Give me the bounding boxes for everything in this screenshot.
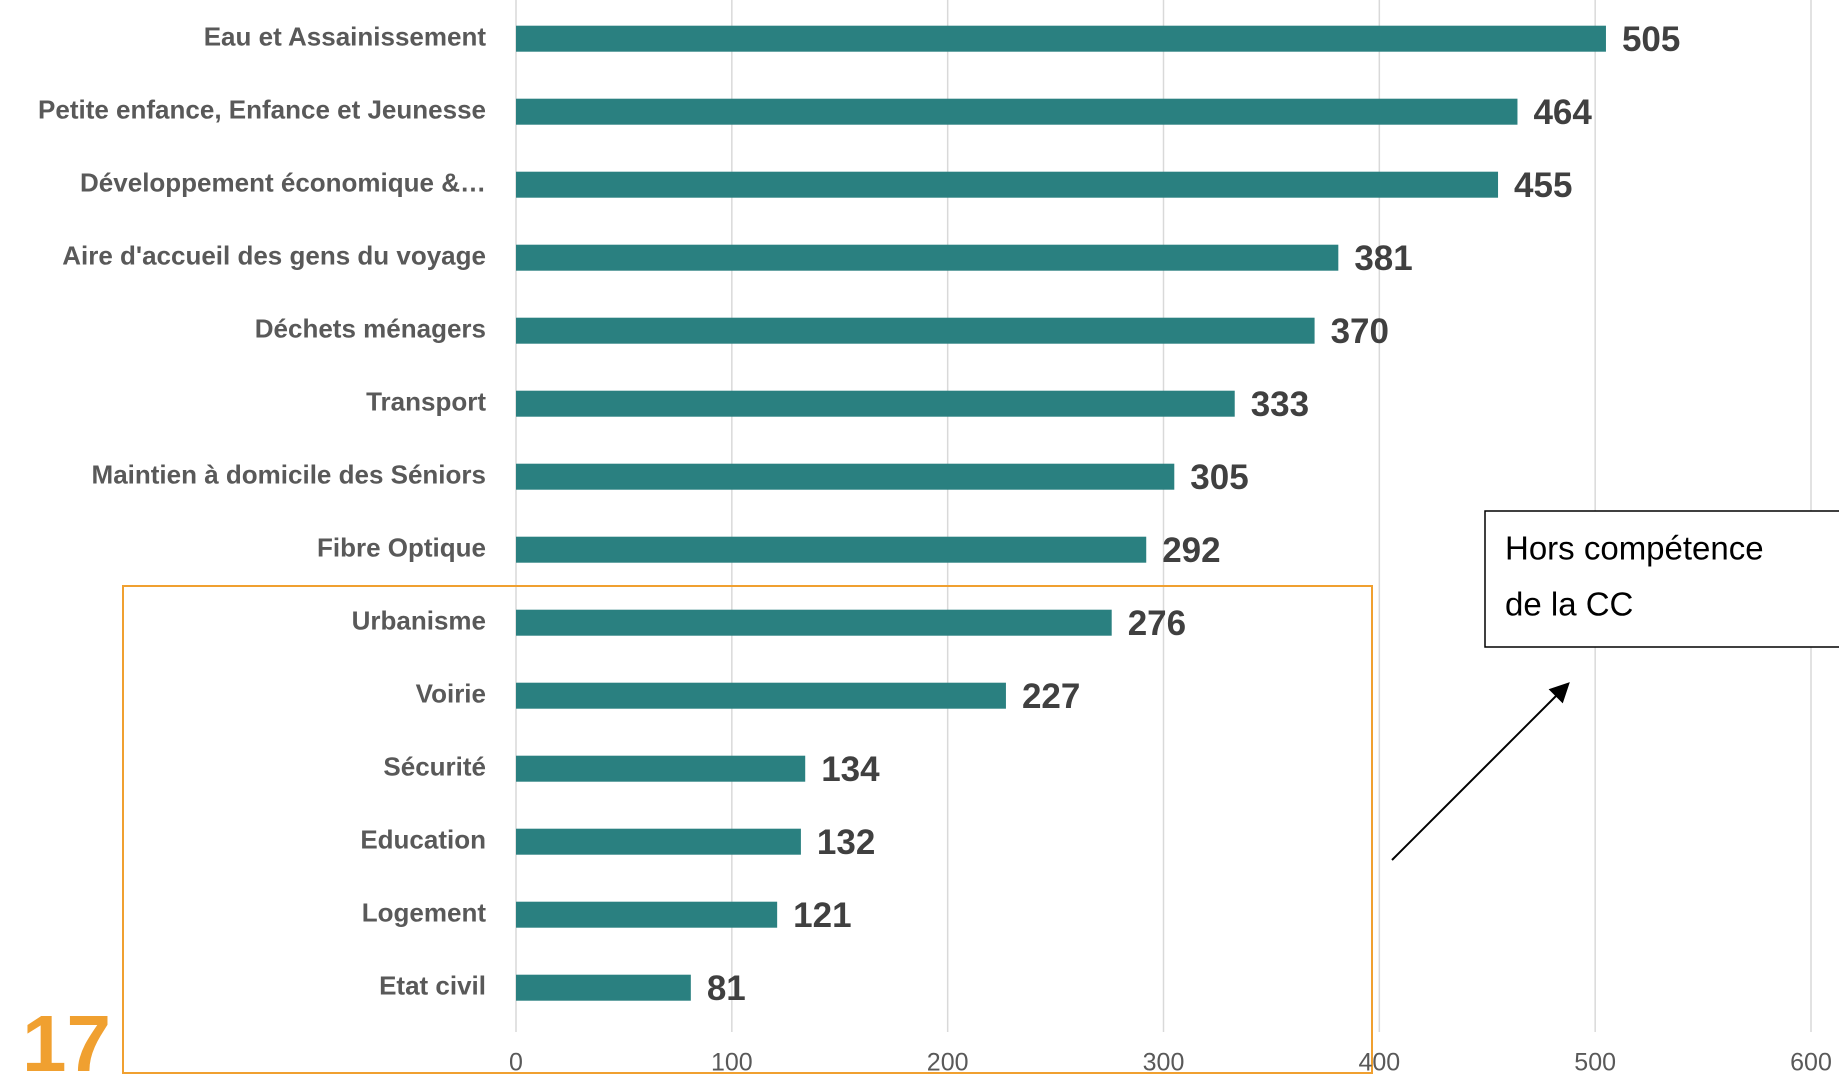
bar	[516, 244, 1339, 271]
annotation-text: Hors compétence	[1505, 530, 1764, 567]
bar	[516, 536, 1147, 563]
x-tick-label: 600	[1790, 1049, 1832, 1077]
y-tick-label: Eau et Assainissement	[204, 22, 487, 52]
y-tick-label: Fibre Optique	[317, 533, 486, 563]
bar	[516, 171, 1499, 198]
value-label: 134	[821, 750, 880, 789]
bar	[516, 317, 1315, 344]
bar	[516, 755, 806, 782]
value-label: 370	[1331, 312, 1389, 351]
bar	[516, 390, 1235, 417]
value-label: 381	[1354, 239, 1412, 278]
y-tick-label: Sécurité	[383, 752, 486, 782]
x-tick-label: 200	[927, 1049, 969, 1077]
x-tick-label: 100	[711, 1049, 753, 1077]
bar	[516, 828, 801, 855]
x-tick-label: 500	[1574, 1049, 1616, 1077]
highlight-box	[122, 585, 1373, 1074]
x-tick-label: 0	[509, 1049, 523, 1077]
y-tick-label: Maintien à domicile des Séniors	[92, 460, 486, 490]
y-tick-label: Urbanisme	[352, 606, 486, 636]
x-tick-label: 300	[1143, 1049, 1185, 1077]
value-label: 455	[1514, 166, 1572, 205]
value-label: 333	[1251, 385, 1309, 424]
annotation-text: de la CC	[1505, 586, 1633, 623]
bar	[516, 463, 1175, 490]
value-label: 132	[817, 823, 875, 862]
x-tick-label: 400	[1358, 1049, 1400, 1077]
y-tick-label: Développement économique &…	[80, 168, 486, 198]
bar	[516, 682, 1006, 709]
value-label: 305	[1190, 458, 1248, 497]
value-label: 81	[707, 969, 746, 1008]
annotation-arrow	[1391, 682, 1570, 861]
value-label: 121	[793, 896, 851, 935]
value-label: 276	[1128, 604, 1186, 643]
bar	[516, 25, 1606, 52]
annotation-box	[1484, 510, 1839, 648]
bar	[516, 609, 1112, 636]
y-tick-label: Education	[360, 825, 486, 855]
y-tick-label: Logement	[362, 898, 487, 928]
value-label: 464	[1533, 93, 1592, 132]
value-label: 292	[1162, 531, 1220, 570]
bar	[516, 974, 691, 1001]
y-tick-label: Aire d'accueil des gens du voyage	[62, 241, 486, 271]
bar	[516, 98, 1518, 125]
y-tick-label: Petite enfance, Enfance et Jeunesse	[38, 95, 486, 125]
y-tick-label: Transport	[366, 387, 486, 417]
bar	[516, 901, 778, 928]
value-label: 505	[1622, 20, 1680, 59]
y-tick-label: Déchets ménagers	[255, 314, 486, 344]
y-tick-label: Etat civil	[379, 971, 486, 1001]
y-tick-label: Voirie	[416, 679, 486, 709]
page-number: 17	[22, 999, 111, 1079]
value-label: 227	[1022, 677, 1080, 716]
